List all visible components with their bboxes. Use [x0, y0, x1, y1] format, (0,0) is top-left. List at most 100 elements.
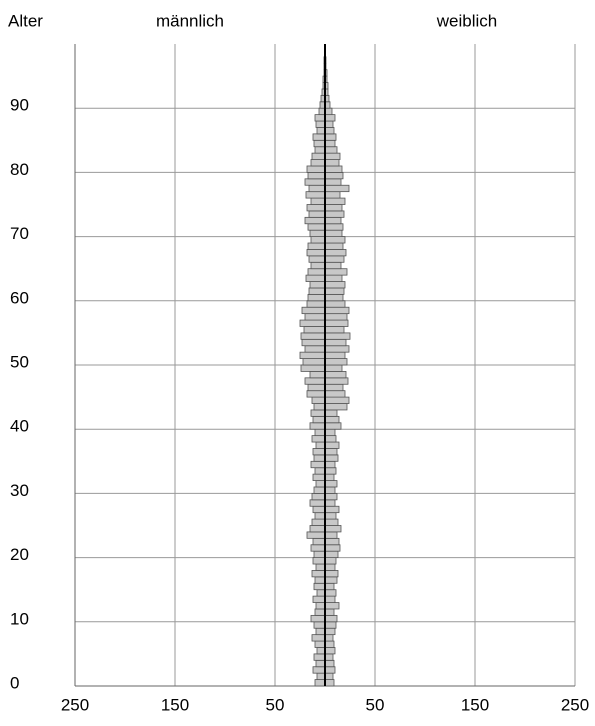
bar	[324, 435, 337, 443]
bar	[324, 274, 343, 282]
bar	[315, 659, 326, 668]
bar	[324, 338, 347, 347]
bar	[310, 159, 326, 167]
bar	[324, 204, 343, 212]
y-tick-label: 0	[10, 673, 19, 692]
bar	[311, 152, 326, 160]
bar	[324, 659, 335, 668]
bar	[308, 184, 326, 193]
bar	[313, 486, 326, 494]
bar	[324, 326, 345, 334]
bar	[324, 268, 348, 276]
bar	[324, 358, 348, 366]
bar	[299, 319, 326, 327]
bar	[304, 345, 326, 353]
bar	[324, 653, 334, 661]
bar	[315, 441, 326, 449]
y-tick-label: 40	[10, 417, 29, 436]
bar	[324, 127, 335, 135]
bar	[324, 621, 337, 629]
legend-label: weiblich	[436, 11, 497, 30]
bar	[324, 409, 338, 417]
bar	[324, 114, 336, 122]
bar	[324, 403, 348, 411]
bar	[324, 473, 335, 481]
bar	[312, 415, 326, 424]
bar	[314, 576, 326, 584]
bar	[314, 114, 326, 122]
x-tick-label: 150	[161, 695, 189, 714]
bar	[324, 229, 343, 237]
bar	[311, 396, 326, 404]
bar	[324, 345, 350, 353]
bar	[312, 448, 326, 456]
bar	[305, 191, 326, 199]
bar	[310, 614, 326, 623]
bar	[324, 377, 349, 385]
bar	[300, 364, 326, 372]
bar	[324, 171, 344, 180]
y-tick-label: 10	[10, 609, 29, 628]
bar	[309, 229, 326, 237]
bar	[324, 570, 339, 578]
y-tick-label: 60	[10, 288, 29, 307]
bar	[313, 550, 326, 558]
bar	[324, 454, 339, 462]
bar	[310, 236, 326, 244]
bar	[324, 422, 342, 430]
bar	[324, 287, 345, 295]
bar	[324, 589, 337, 597]
bar	[324, 146, 338, 154]
bar	[324, 672, 334, 680]
bar	[316, 672, 326, 680]
bar	[301, 338, 326, 347]
bar	[314, 608, 326, 616]
bar	[313, 454, 326, 462]
bar	[324, 236, 346, 244]
bar	[316, 647, 326, 655]
bar	[316, 589, 326, 597]
bar	[324, 255, 345, 263]
bar	[315, 627, 326, 636]
bar	[303, 326, 326, 334]
legend-label: männlich	[156, 11, 224, 30]
bar	[324, 216, 342, 225]
bar	[310, 460, 326, 469]
bar	[306, 165, 326, 173]
bar	[307, 223, 326, 231]
bar	[324, 563, 336, 571]
bar	[313, 582, 326, 591]
bar	[302, 358, 326, 366]
bar	[314, 679, 326, 687]
bar	[310, 261, 326, 270]
bar	[309, 281, 326, 289]
bar	[315, 563, 326, 571]
bar	[315, 602, 326, 610]
bar	[324, 415, 340, 424]
bar	[324, 480, 338, 488]
x-tick-label: 50	[366, 695, 385, 714]
bar	[304, 178, 326, 186]
bar	[324, 383, 344, 392]
bar	[324, 396, 350, 404]
bar	[311, 570, 326, 578]
bar	[314, 146, 326, 154]
bar	[324, 249, 347, 257]
bar	[324, 223, 344, 231]
bar	[309, 371, 326, 379]
bar	[324, 152, 341, 160]
bar	[324, 666, 336, 674]
bar	[305, 274, 326, 282]
x-tick-label: 250	[561, 695, 589, 714]
bar	[324, 159, 340, 167]
bar	[312, 133, 326, 141]
bar	[324, 371, 347, 379]
bar	[309, 499, 326, 507]
x-tick-label: 150	[461, 695, 489, 714]
bar	[312, 537, 326, 546]
y-tick-label: 90	[10, 96, 29, 115]
bar	[324, 107, 333, 116]
bar	[324, 647, 336, 655]
bar	[310, 197, 326, 205]
